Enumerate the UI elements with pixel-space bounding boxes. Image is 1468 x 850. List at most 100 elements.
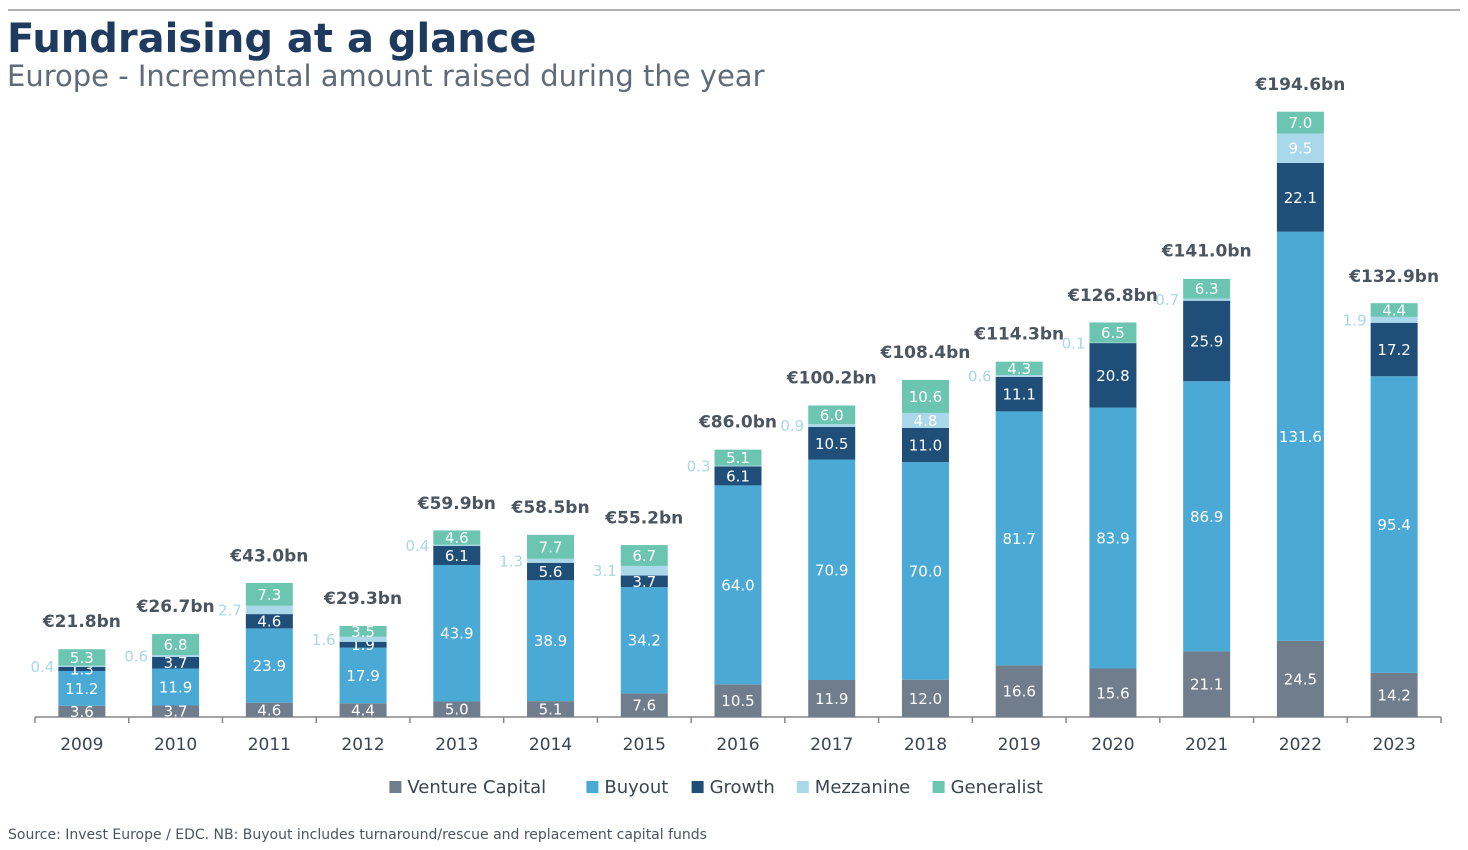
x-tick-label: 2018 [904,735,947,755]
bar-segment [808,424,856,427]
total-label: €108.4bn [880,343,971,363]
bar-segment [808,680,856,717]
bar-segment [1089,322,1137,343]
data-label: 3.1 [593,562,617,580]
legend-label: Growth [710,777,775,798]
data-label: 11.1 [1002,386,1035,404]
bar-segment [1370,303,1418,317]
bar-segment [995,376,1043,412]
data-label: 5.1 [539,701,563,719]
bar-segment [1089,407,1137,669]
bar-segment [1183,651,1231,717]
data-label: 24.5 [1284,670,1317,688]
bar-segment [1370,322,1418,377]
data-label: 20.8 [1096,367,1129,385]
total-label: €29.3bn [323,589,402,609]
x-tick-label: 2019 [998,735,1041,755]
bar-segment [245,605,293,615]
bar-segment [714,684,762,717]
data-label: 6.0 [820,406,844,424]
bar-segment [995,665,1043,717]
bar-segment [245,583,293,606]
data-label: 81.7 [1002,530,1035,548]
data-label: 6.5 [1101,324,1125,342]
bar-segment [339,625,387,637]
data-label: 131.6 [1279,428,1322,446]
data-label: 4.6 [445,529,469,547]
bar-segment [620,693,668,717]
legend-swatch [796,781,809,793]
data-label: 0.3 [687,457,711,475]
total-label: €86.0bn [698,413,777,433]
data-label: 6.8 [164,636,188,654]
data-label: 64.0 [721,576,754,594]
bar-segment [1370,376,1418,673]
bar-segment [339,641,387,648]
data-label: 11.9 [815,690,848,708]
data-label: 4.8 [914,412,938,430]
data-label: 6.7 [632,547,656,565]
x-tick-label: 2015 [623,735,666,755]
data-label: 11.9 [159,678,192,696]
total-label: €132.9bn [1348,267,1439,287]
data-label: 4.6 [257,701,281,719]
data-label: 4.3 [1007,360,1031,378]
data-label: 0.4 [31,658,55,676]
legend-label: Mezzanine [815,777,910,798]
data-label: 5.6 [539,563,563,581]
x-tick-label: 2016 [716,735,759,755]
data-label: 22.1 [1284,189,1317,207]
bar-segment [901,427,949,463]
total-label: €55.2bn [604,508,683,528]
bar-segment [1089,668,1137,717]
data-label: 5.1 [726,449,750,467]
bar-segment [1276,162,1324,232]
data-label: 4.6 [257,613,281,631]
bar-segment [527,562,575,581]
legend-swatch [389,781,402,793]
x-tick-label: 2014 [529,735,572,755]
bar-segment [58,649,106,666]
bar-segment [620,587,668,694]
total-label: €194.6bn [1254,75,1345,95]
data-label: 83.9 [1096,530,1129,548]
bar-segment [339,703,387,717]
data-label: 7.7 [539,538,563,556]
data-label: 9.5 [1288,140,1312,158]
source-note: Source: Invest Europe / EDC. NB: Buyout … [8,827,707,843]
data-label: 0.6 [968,367,992,385]
legend-label: Generalist [951,777,1043,798]
legend-label: Venture Capital [407,777,546,798]
bar-segment [995,411,1043,666]
bar-segment [1370,316,1418,323]
data-label: 70.9 [815,561,848,579]
data-label: 95.4 [1377,516,1410,534]
bar-segment [152,668,200,706]
data-label: 3.7 [164,703,188,721]
bar-segment [1276,111,1324,134]
bar-segment [620,565,668,576]
data-label: 14.2 [1377,686,1410,704]
data-label: 3.7 [632,573,656,591]
bar-segment [995,375,1043,377]
bar-segment [714,449,762,466]
bar-segment [152,705,200,717]
data-label: 4.4 [351,702,375,720]
bar-segment [901,412,949,428]
bar-segment [245,702,293,717]
data-label: 6.1 [726,467,750,485]
bar-segment [433,701,481,717]
data-label: 7.3 [257,586,281,604]
bar-segment [1370,672,1418,717]
bar-segment [901,379,949,413]
data-label: 43.9 [440,625,473,643]
x-tick-label: 2009 [60,735,103,755]
bar-segment [1276,231,1324,641]
data-label: 34.2 [628,632,661,650]
data-label: 10.5 [721,692,754,710]
legend-swatch [586,781,599,793]
bar-segment [433,546,481,565]
total-label: €43.0bn [229,546,308,566]
bar-segment [58,665,106,667]
